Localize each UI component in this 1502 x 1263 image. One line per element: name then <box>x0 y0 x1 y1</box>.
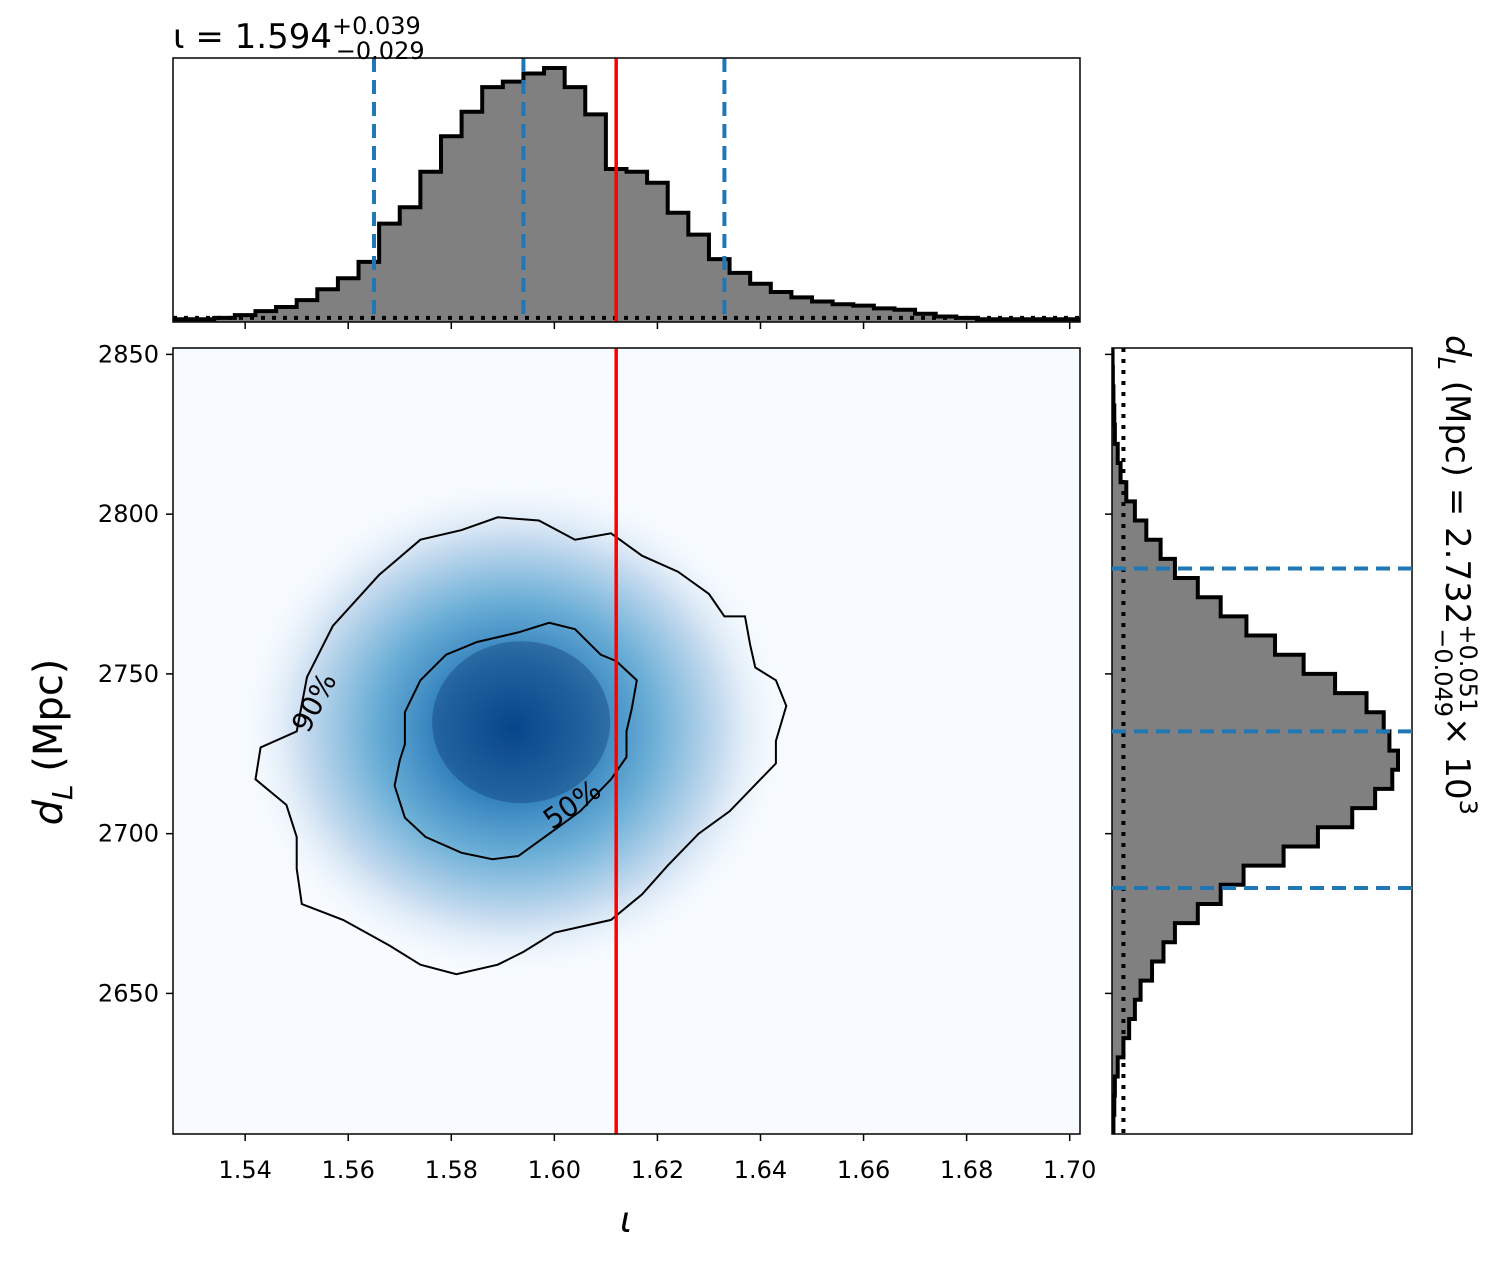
right-histogram <box>1112 348 1400 1134</box>
y-tick-label-2: 2750 <box>98 660 159 688</box>
joint-panel: 90%50% 1.54 1.56 1.58 1.60 1.62 1.64 1.66 1.68 1… <box>26 340 1096 1241</box>
y-tick-label-0: 2650 <box>98 979 159 1007</box>
density-core <box>432 641 611 804</box>
x-tick-label-2: 1.58 <box>425 1156 478 1184</box>
right-marginal-panel: dL (Mpc) = 2.732+0.051−0.049× 103 <box>1105 335 1482 1135</box>
y-tick-label-4: 2850 <box>98 340 159 368</box>
density-blob <box>234 475 792 982</box>
main-x-ticks: 1.54 1.56 1.58 1.60 1.62 1.64 1.66 1.68 1.70 <box>218 1134 1096 1184</box>
right-hist-fill <box>1112 348 1398 1134</box>
y-tick-label-1: 2700 <box>98 820 159 848</box>
right-title: dL (Mpc) = 2.732+0.051−0.049× 103 <box>1429 335 1482 815</box>
x-tick-label-6: 1.66 <box>837 1156 890 1184</box>
x-tick-label-0: 1.54 <box>218 1156 271 1184</box>
y-tick-label-3: 2800 <box>98 500 159 528</box>
x-tick-label-7: 1.68 <box>940 1156 993 1184</box>
top-title: ι = 1.594+0.039 −0.029 <box>173 12 425 65</box>
contour-50pct <box>393 621 638 861</box>
right-quantile-lines <box>1112 566 1416 890</box>
contour-90pct <box>254 516 788 976</box>
right-y-ticks <box>1105 353 1112 995</box>
top-hist-fill <box>173 68 1080 322</box>
top-marginal-panel: ι = 1.594+0.039 −0.029 <box>172 12 1081 329</box>
x-tick-label-1: 1.56 <box>321 1156 374 1184</box>
x-tick-label-8: 1.70 <box>1043 1156 1096 1184</box>
y-axis-label: dL (Mpc) <box>26 659 79 826</box>
x-axis-label: ι <box>620 1200 632 1241</box>
density-heatmap <box>234 475 792 982</box>
top-hist-step <box>173 66 1080 322</box>
main-y-ticks: 2650 2700 2750 2800 2850 <box>98 340 173 1007</box>
x-tick-label-5: 1.64 <box>734 1156 787 1184</box>
x-tick-label-3: 1.60 <box>528 1156 581 1184</box>
top-histogram <box>173 58 1080 322</box>
svg-text:dL (Mpc): dL (Mpc) <box>26 659 79 826</box>
svg-text:dL (Mpc) = 2.732+0.051−0.049×: dL (Mpc) = 2.732+0.051−0.049× 103 <box>1429 335 1482 815</box>
x-tick-label-4: 1.62 <box>631 1156 684 1184</box>
top-x-ticks <box>244 322 1071 329</box>
